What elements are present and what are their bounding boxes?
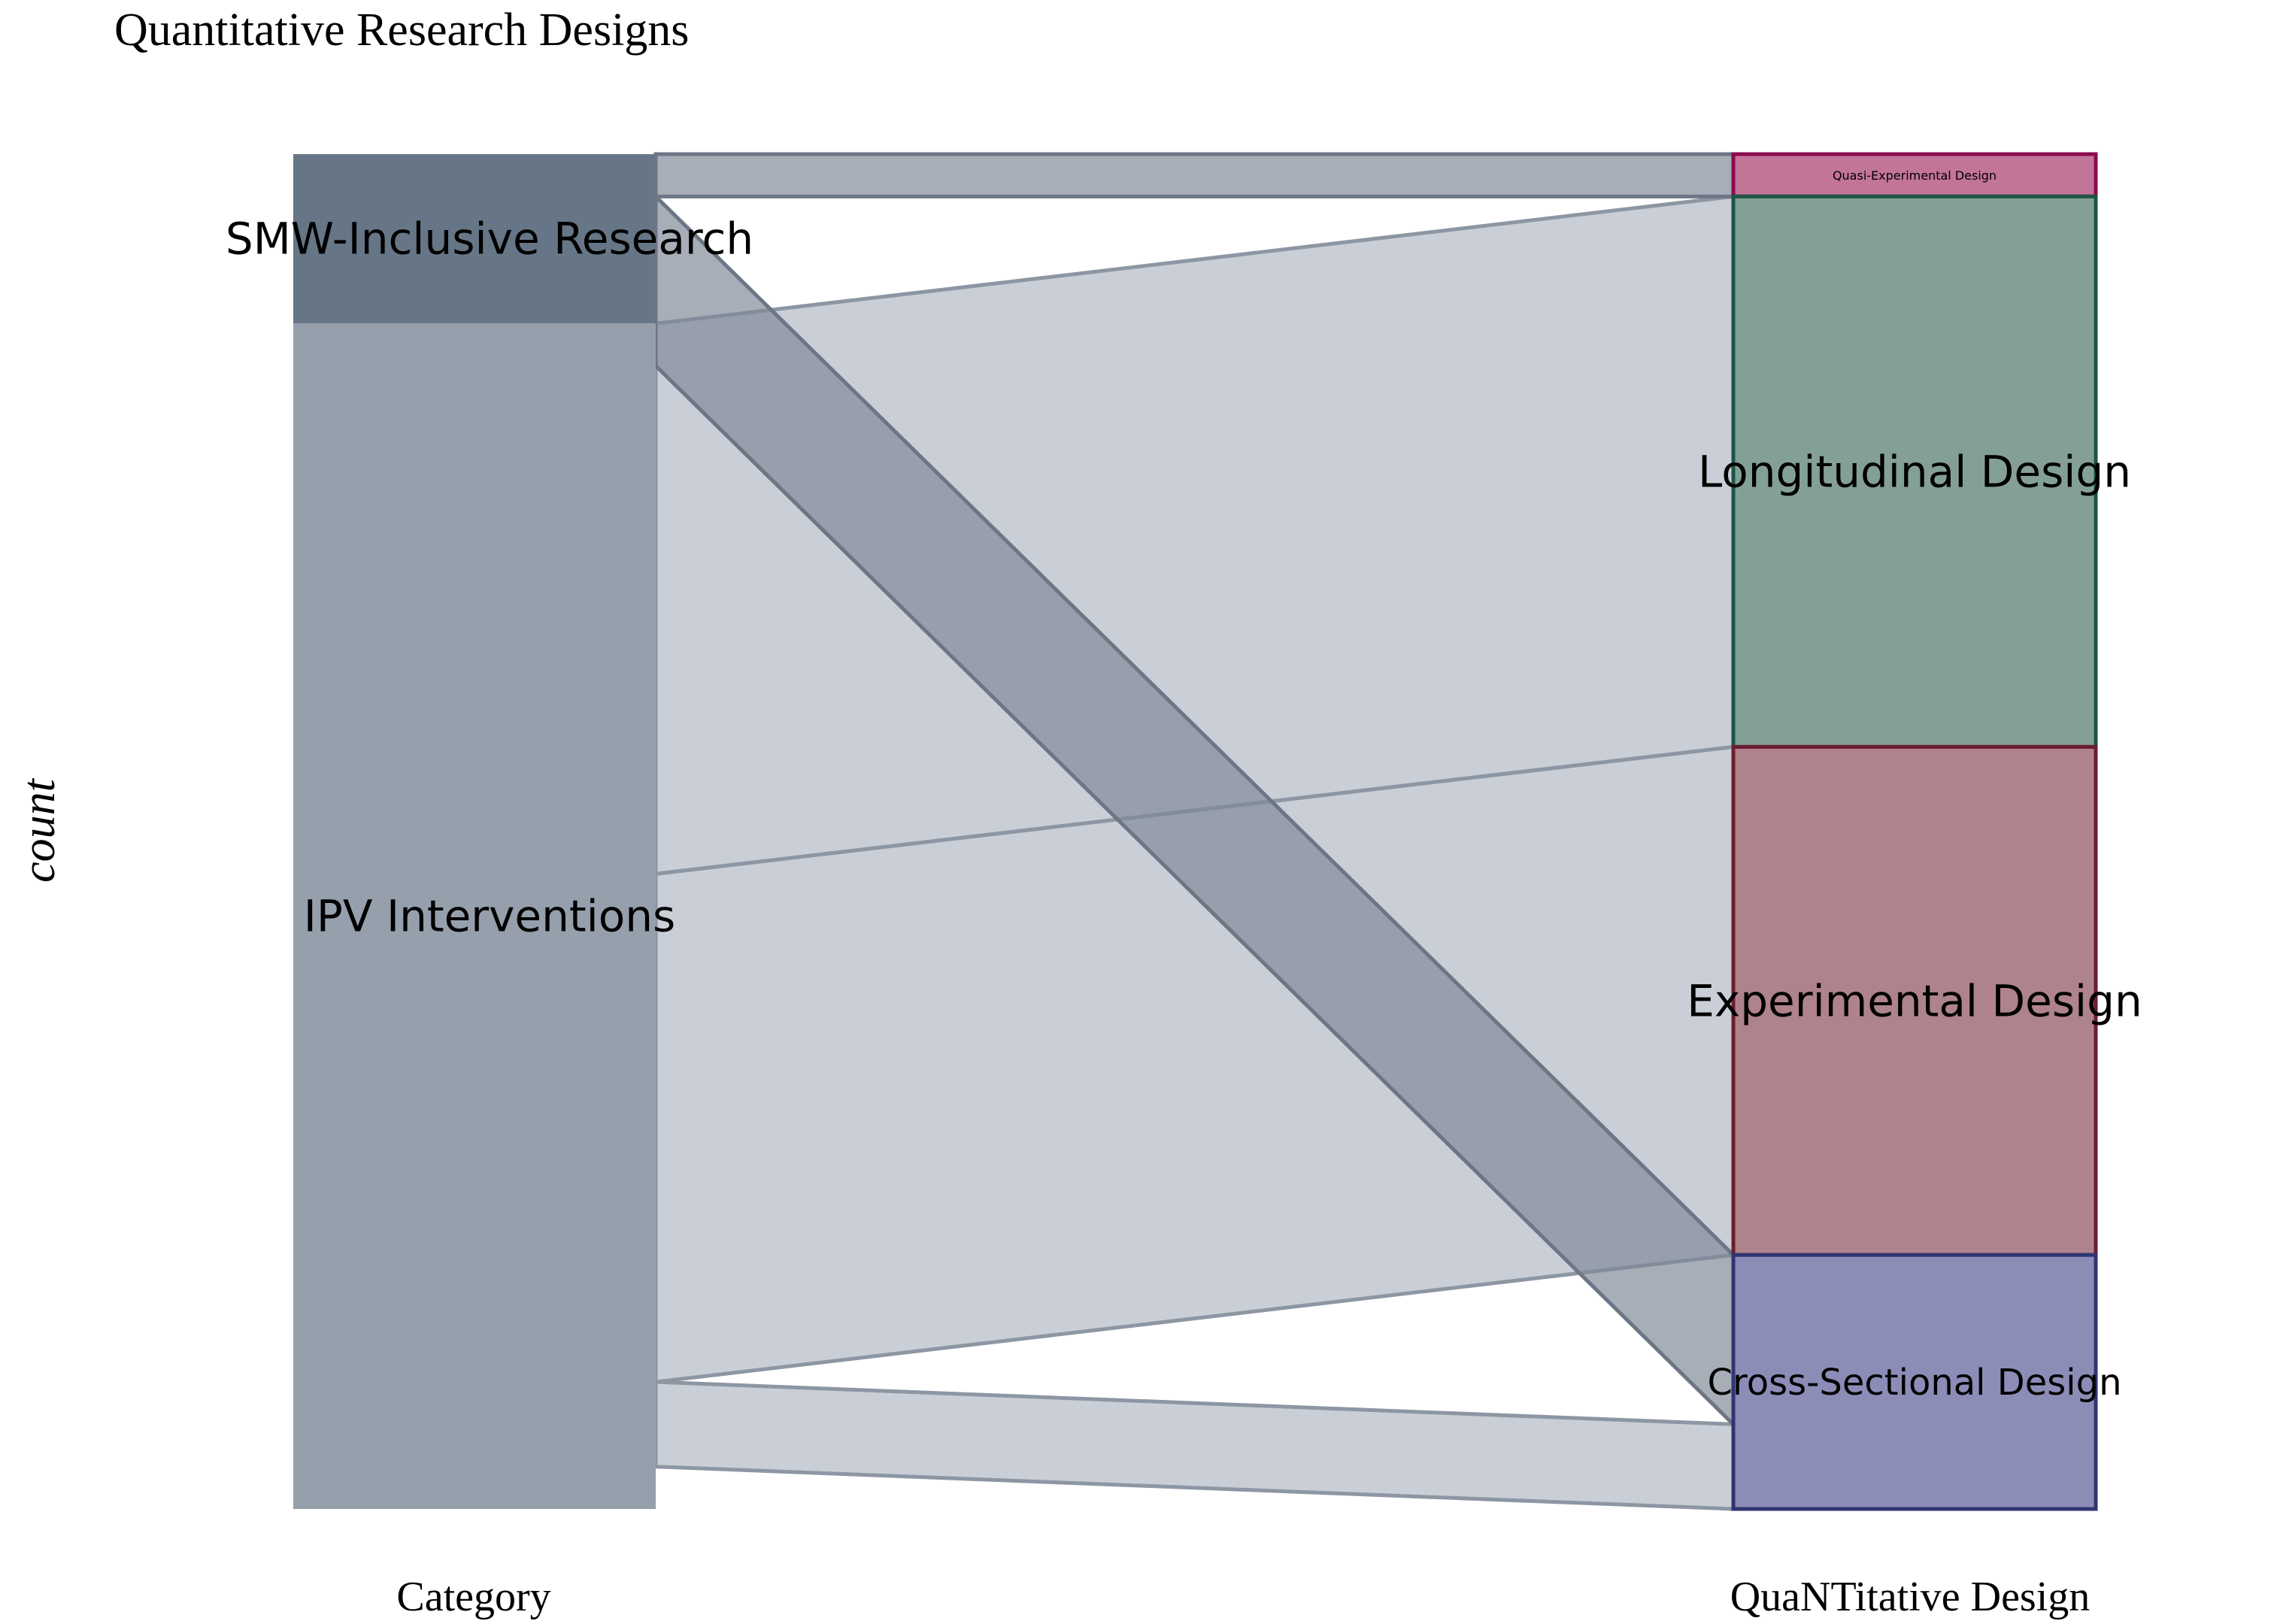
node-label-experimental-design: Experimental Design	[1687, 976, 2142, 1027]
x-axis-label-design: QuaNTitative Design	[1730, 1574, 2091, 1620]
node-cross-sectional-design	[1731, 1253, 2098, 1511]
flows-layer	[653, 152, 1736, 1511]
y-axis-label: count	[14, 777, 65, 883]
node-smw-inclusive-research	[293, 154, 656, 324]
labels-layer: SMW-Inclusive Research IPV Interventions Q…	[226, 168, 2142, 1404]
x-axis-label-category: Category	[396, 1574, 550, 1620]
nodes-layer	[293, 152, 2098, 1511]
node-label-quasi-experimental-design: Quasi-Experimental Design	[1833, 168, 1997, 183]
node-ipv-interventions	[293, 323, 656, 1509]
node-label-ipv-interventions: IPV Interventions	[304, 891, 675, 942]
flow-ipv-interventions-to-cross-sectional-design	[653, 1380, 1736, 1511]
node-label-longitudinal-design: Longitudinal Design	[1698, 447, 2131, 498]
node-label-smw-inclusive-research: SMW-Inclusive Research	[226, 214, 753, 265]
flow-smw-inclusive-research-to-quasi-experimental-design	[653, 152, 1736, 198]
chart-title: Quantitative Research Designs	[114, 5, 689, 56]
node-label-cross-sectional-design: Cross-Sectional Design	[1708, 1362, 2122, 1404]
